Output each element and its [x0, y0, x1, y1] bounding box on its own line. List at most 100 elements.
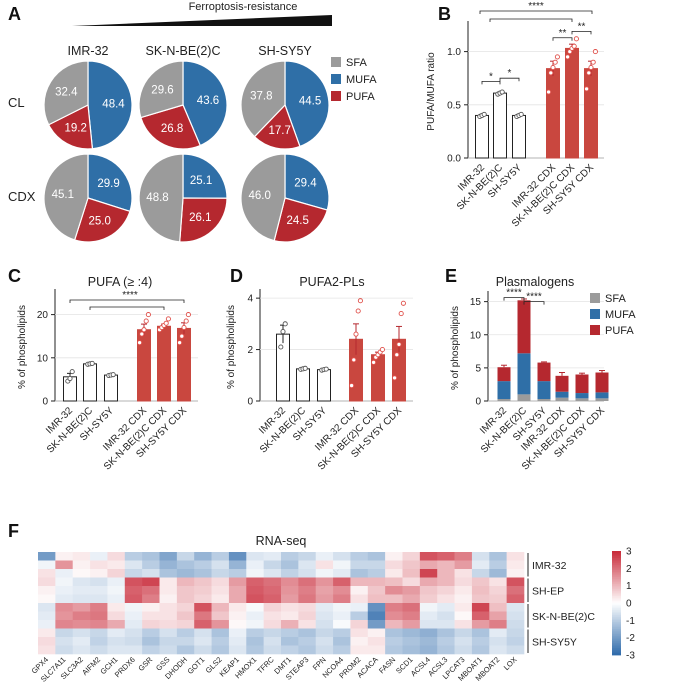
- heatmap-cell: [142, 637, 160, 646]
- heatmap-cell: [90, 577, 108, 587]
- heatmap-cell: [159, 628, 178, 638]
- legend-label-mufa: MUFA: [605, 309, 636, 321]
- heatmap-cell: [419, 628, 438, 638]
- heatmap-cell: [333, 628, 351, 638]
- y-tick-label: 0: [247, 397, 253, 408]
- heatmap-cell: [315, 586, 334, 595]
- heatmap-cell: [437, 611, 455, 621]
- heatmap-cell: [315, 611, 334, 621]
- heatmap-cell: [437, 645, 455, 655]
- bar-segment-sfa: [555, 397, 569, 401]
- heatmap-cell: [437, 586, 455, 595]
- heatmap-cell: [506, 603, 525, 612]
- colorbar-step: [612, 608, 621, 611]
- pie-slice-mufa: [284, 153, 330, 211]
- bar-segment-pufa: [595, 372, 609, 393]
- heatmap-cell: [246, 586, 264, 595]
- heatmap-cell: [55, 645, 74, 655]
- data-point: [379, 347, 385, 353]
- colorbar-step: [612, 570, 621, 573]
- colorbar-step: [612, 635, 621, 639]
- pie-value-label: 24.5: [287, 215, 309, 227]
- significance-label: ****: [506, 288, 522, 299]
- heatmap-cell: [489, 611, 507, 621]
- bar: [512, 114, 526, 159]
- colorbar-step: [612, 585, 621, 588]
- heatmap-cell: [402, 628, 421, 638]
- data-point: [177, 340, 183, 346]
- heatmap-cell: [298, 552, 317, 561]
- y-tick-label: 0.5: [447, 100, 461, 111]
- heatmap-cell: [333, 594, 351, 604]
- heatmap-cell: [124, 586, 143, 595]
- bar: [104, 374, 118, 402]
- heatmap-cell: [90, 586, 108, 595]
- heatmap-cell: [333, 645, 351, 655]
- heatmap-cell: [55, 637, 74, 646]
- data-point: [584, 86, 590, 92]
- data-point: [554, 54, 560, 60]
- heatmap-cell: [333, 577, 351, 587]
- pie-value-label: 43.6: [197, 95, 219, 107]
- data-point: [163, 320, 169, 326]
- heatmap-cell: [506, 637, 525, 646]
- bar-segment-pufa: [497, 367, 511, 382]
- significance-label: *: [508, 68, 512, 79]
- significance-label: ****: [526, 292, 542, 303]
- data-point: [499, 89, 505, 95]
- pie-value-label: 25.0: [89, 216, 111, 228]
- colorbar-step: [612, 616, 621, 619]
- heatmap-cell: [471, 586, 490, 595]
- bar: [546, 68, 560, 159]
- legend-swatch-pufa: [331, 91, 341, 101]
- data-point: [590, 59, 596, 65]
- pie-row-cdx: CDX: [8, 189, 36, 204]
- heatmap-cell: [333, 611, 351, 621]
- heatmap-cell: [124, 645, 143, 655]
- heatmap-cell: [107, 569, 126, 578]
- data-point: [145, 312, 151, 318]
- gene-label: GOT1: [186, 655, 207, 676]
- colorbar-step: [612, 611, 621, 614]
- colorbar-step: [612, 580, 621, 583]
- heatmap-cell: [454, 586, 473, 595]
- data-point: [481, 111, 487, 117]
- colorbar-step: [612, 577, 621, 580]
- heatmap-cell: [506, 560, 525, 570]
- heatmap-cell: [107, 594, 126, 604]
- heatmap-cell: [506, 620, 525, 629]
- heatmap-cell: [419, 594, 438, 604]
- heatmap-cell: [315, 594, 334, 604]
- heatmap-cell: [298, 603, 317, 612]
- heatmap-cell: [437, 560, 455, 570]
- gene-label: GSR: [136, 655, 154, 673]
- data-point: [141, 327, 147, 333]
- heatmap-cell: [211, 645, 230, 655]
- pie-value-label: 29.6: [151, 85, 173, 97]
- colorbar-step: [612, 648, 621, 651]
- panel-label-a: A: [8, 4, 21, 24]
- heatmap-cell: [142, 560, 160, 570]
- y-tick-label: 0.0: [447, 154, 461, 165]
- data-point: [357, 298, 363, 304]
- significance-bracket: [499, 77, 520, 82]
- colorbar-step: [612, 629, 621, 632]
- heatmap-cell: [367, 577, 386, 587]
- heatmap-cell: [211, 620, 230, 629]
- colorbar-step: [612, 625, 621, 628]
- heatmap-cell: [90, 611, 108, 621]
- heatmap-cell: [385, 645, 403, 655]
- heatmap-cell: [90, 637, 108, 646]
- heatmap-cell: [176, 594, 195, 604]
- colorbar-step: [612, 639, 621, 642]
- colorbar-step: [612, 551, 621, 554]
- panel-label-d: D: [230, 266, 243, 286]
- gene-label: TFRC: [255, 655, 276, 676]
- colorbar-step: [612, 623, 621, 626]
- heatmap-cell: [367, 594, 386, 604]
- pie-slice-pufa: [73, 197, 131, 243]
- heatmap-cell: [72, 628, 91, 638]
- y-tick-label: 4: [247, 294, 253, 305]
- bar-segment-sfa: [537, 399, 551, 401]
